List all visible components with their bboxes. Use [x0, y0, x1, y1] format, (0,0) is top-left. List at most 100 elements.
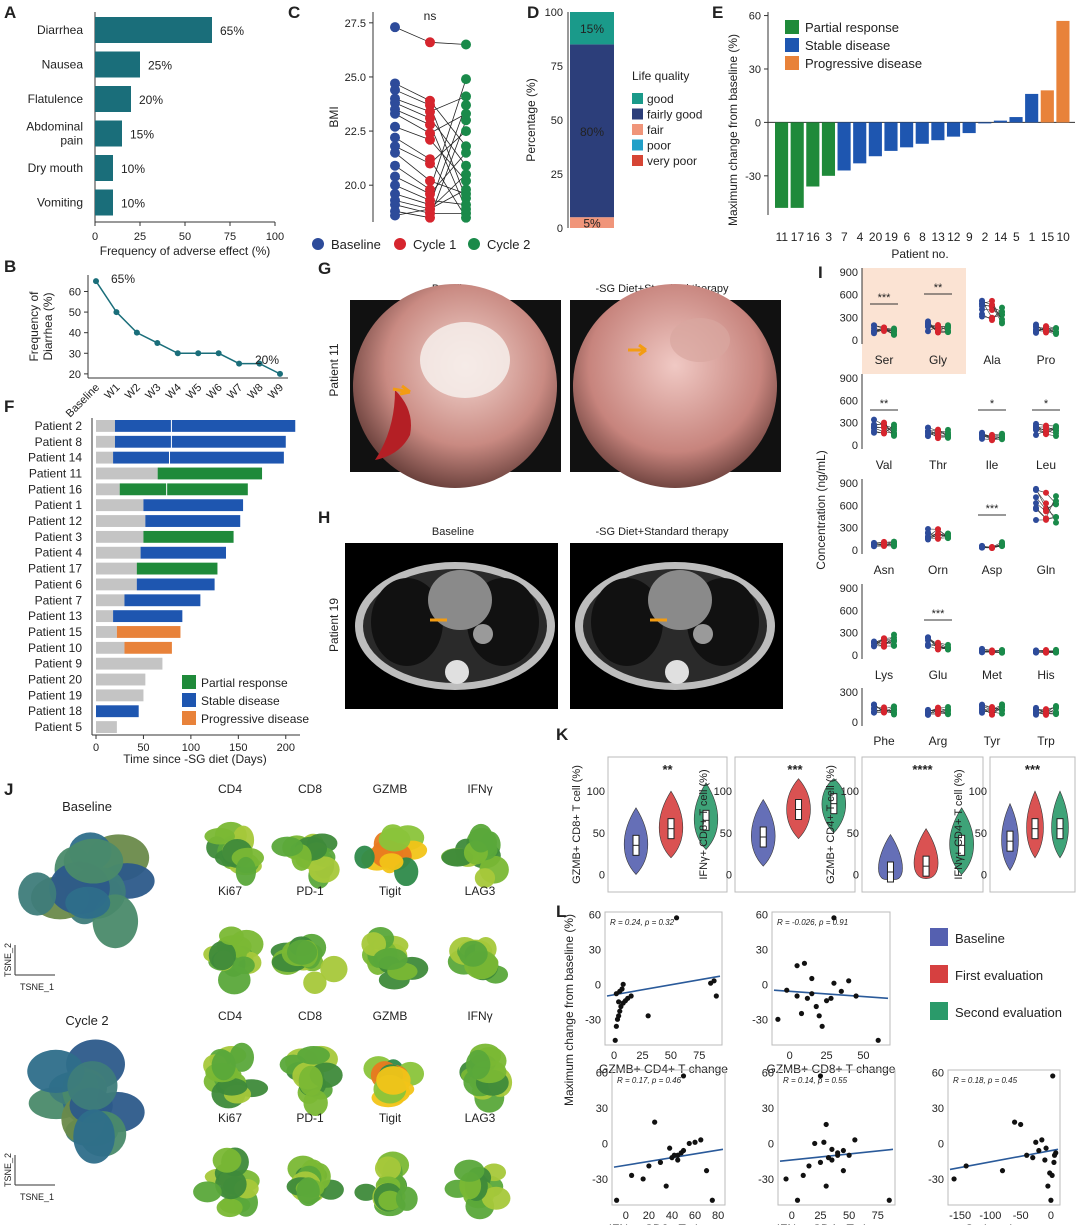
legend-label: poor [647, 139, 671, 153]
series-line [95, 280, 281, 375]
point [686, 1140, 692, 1147]
point [1033, 327, 1039, 334]
point [461, 147, 471, 158]
point [798, 1010, 805, 1017]
bar-patient-11 [775, 122, 789, 208]
point [680, 1147, 687, 1154]
cluster [454, 1159, 485, 1182]
tick-label: 5 [1013, 230, 1020, 244]
point [925, 328, 931, 335]
legend-swatch [632, 108, 643, 120]
sig-label: *** [878, 292, 892, 304]
point [945, 534, 951, 541]
segment-stable [145, 515, 241, 527]
cluster [193, 1181, 222, 1203]
category-label: Thr [929, 458, 947, 472]
cluster [374, 1156, 402, 1181]
point [979, 298, 985, 305]
tick-label: 30 [932, 1103, 944, 1115]
point [999, 433, 1005, 440]
point [461, 126, 471, 137]
legend-label: Progressive disease [201, 712, 309, 726]
point [794, 993, 800, 999]
sig-label: *** [932, 608, 946, 620]
legend-label: Baseline [955, 931, 1005, 946]
point [1053, 497, 1059, 504]
panel-letter-l: L [556, 902, 566, 921]
sig-label: ** [880, 398, 889, 410]
point [891, 421, 897, 428]
panel-letter-i: I [818, 263, 823, 282]
sig-label: ** [662, 762, 673, 777]
point [1048, 1197, 1054, 1203]
marker-title: PD-1 [296, 1111, 324, 1125]
feature-plot-ifnγ [459, 1043, 513, 1113]
legend-swatch [785, 38, 799, 52]
point [989, 437, 995, 444]
pair-line [394, 199, 431, 210]
tick-label: -30 [745, 171, 761, 183]
x-axis-title: Frequency of adverse effect (%) [100, 244, 271, 258]
point [935, 427, 941, 434]
pair-line [429, 78, 467, 190]
cluster [378, 827, 411, 852]
cluster [212, 1147, 242, 1173]
point [828, 995, 834, 1001]
row-label: Patient 11 [29, 466, 82, 480]
point [390, 108, 400, 119]
panel-letter-b: B [4, 257, 16, 276]
tick-label: 60 [932, 1067, 944, 1079]
tick-label: 0 [623, 1210, 629, 1222]
point [667, 1145, 673, 1151]
cluster [320, 955, 348, 983]
tick-label: 25 [814, 1210, 826, 1222]
row-label: Patient 14 [28, 451, 82, 465]
tick-label: 0 [93, 742, 99, 754]
point [817, 1073, 824, 1079]
marker-title: IFNγ [467, 782, 492, 796]
category-label: Flatulence [28, 92, 84, 106]
point [390, 210, 400, 221]
y-axis-title: Maximum change from baseline (%) [562, 914, 576, 1106]
segment-untreated [96, 689, 144, 702]
point [617, 1008, 623, 1014]
point [1053, 649, 1059, 656]
marker-title: CD4 [218, 782, 242, 796]
tick-label: 75 [872, 1210, 884, 1222]
panel-frame [607, 756, 728, 893]
pair-line [429, 159, 467, 218]
point [945, 324, 951, 331]
cluster [211, 1050, 236, 1081]
tick-label: 600 [840, 395, 858, 407]
tick-label: 0 [599, 870, 605, 882]
point [945, 641, 951, 648]
point [713, 993, 719, 999]
segment-label: 80% [580, 125, 604, 139]
tick-label: 100 [587, 786, 605, 798]
point [390, 171, 400, 182]
feature-plot-cd4 [204, 821, 265, 886]
segment-untreated [96, 515, 146, 527]
y-axis-title: Concentration (ng/mL) [814, 450, 828, 569]
category-label: Val [876, 458, 892, 472]
tick-label: 100 [545, 7, 563, 19]
tick-label: 600 [840, 500, 858, 512]
tick-label: 50 [720, 828, 732, 840]
tick-label: 9 [966, 230, 973, 244]
bar-patient-12 [946, 122, 961, 137]
point [646, 1163, 652, 1169]
tick-label: 11 [776, 230, 789, 244]
point-4 [174, 350, 181, 357]
marker-title: IFNγ [467, 1009, 492, 1023]
point [1039, 1137, 1045, 1143]
column-title: -SG Diet+Standard therapy [596, 526, 729, 538]
tick-label: 50 [593, 828, 605, 840]
tick-label: 50 [551, 115, 563, 127]
point [989, 544, 995, 551]
segment-stable [96, 705, 139, 718]
bar-patient-16 [806, 122, 820, 187]
row-label: Patient 8 [35, 435, 83, 449]
cluster [235, 856, 257, 886]
y-axis-title: IFNγ+ CD4+ T cell (%) [953, 769, 965, 879]
